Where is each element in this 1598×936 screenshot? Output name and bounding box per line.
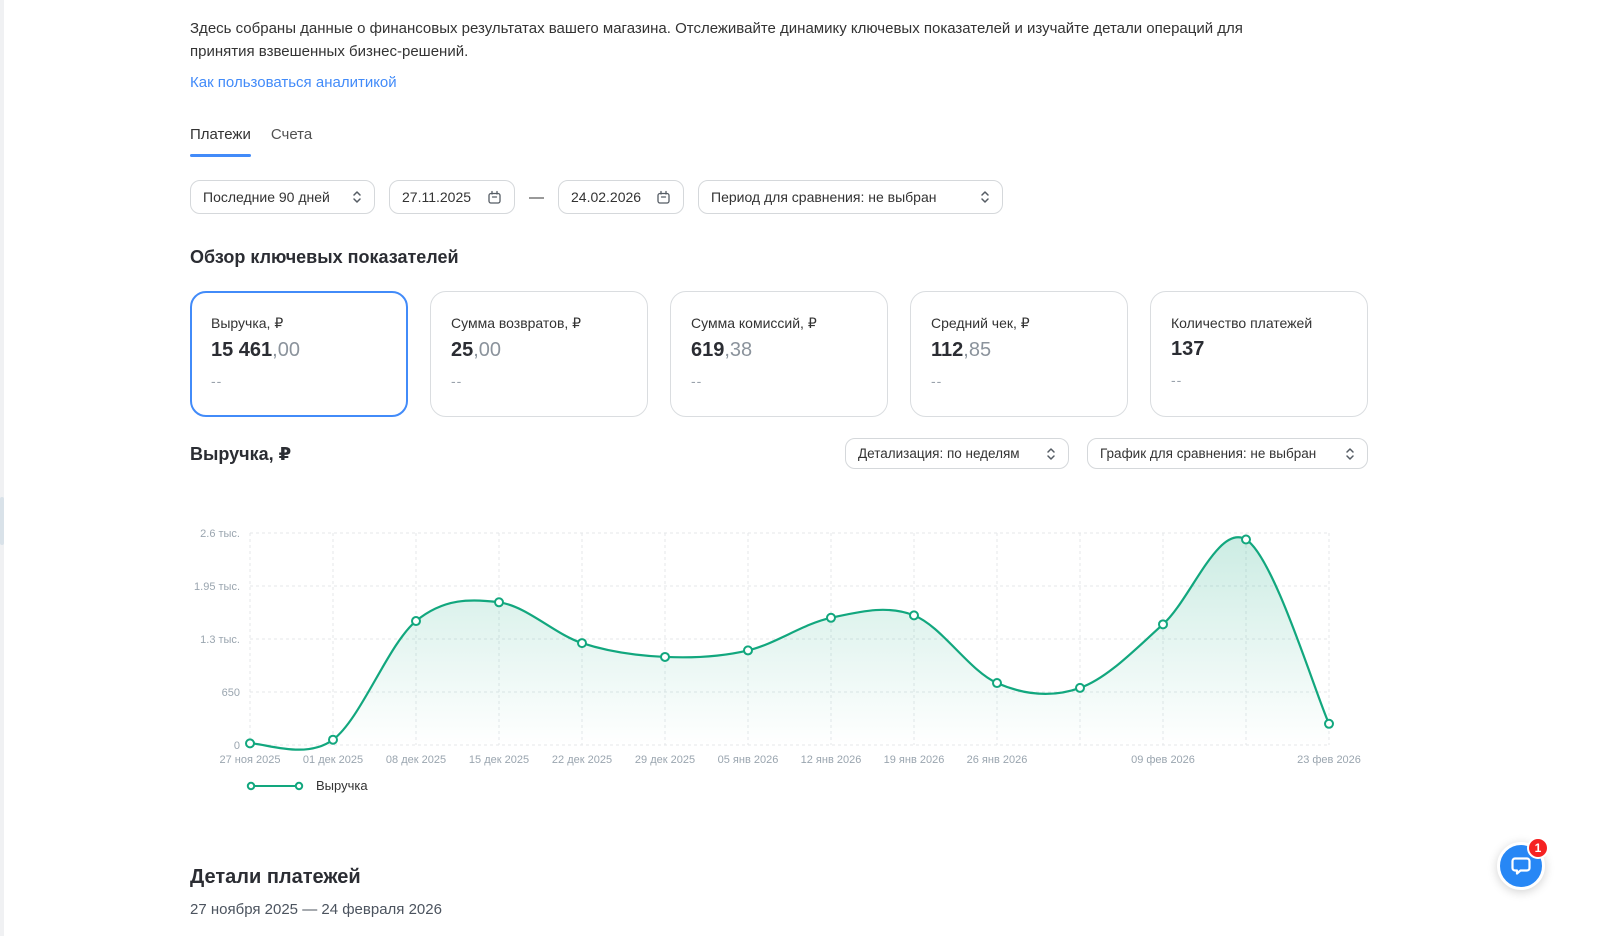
metric-card-payments-count[interactable]: Количество платежей 137 -- — [1150, 291, 1368, 417]
metric-value-int: 25 — [451, 339, 474, 361]
date-from-value: 27.11.2025 — [402, 189, 472, 205]
svg-text:0: 0 — [234, 740, 240, 752]
metric-value-frac: ,85 — [963, 339, 992, 361]
comparison-period-value: Период для сравнения: не выбран — [711, 189, 937, 205]
metric-card-sub: -- — [931, 373, 943, 389]
metric-card-value: 15 461,00 — [211, 339, 387, 362]
svg-text:650: 650 — [222, 687, 240, 699]
overview-section-title: Обзор ключевых показателей — [190, 247, 459, 267]
svg-text:23 фев 2026: 23 фев 2026 — [1297, 754, 1361, 766]
tab-invoices[interactable]: Счета — [271, 126, 312, 157]
left-edge-strip — [0, 0, 4, 936]
chevron-updown-icon — [353, 191, 361, 203]
metric-value-int: 619 — [691, 339, 725, 361]
period-select[interactable]: Последние 90 дней — [190, 180, 375, 214]
metric-value-frac: ,00 — [272, 339, 300, 361]
metric-card-value: 619,38 — [691, 339, 867, 362]
metric-card-commission[interactable]: Сумма комиссий, ₽ 619,38 -- — [670, 291, 888, 417]
metric-card-sub: -- — [211, 373, 223, 389]
payment-details-range: 27 ноября 2025 — 24 февраля 2026 — [190, 901, 442, 918]
metric-card-sub: -- — [451, 373, 463, 389]
revenue-chart[interactable]: 0 650 1.3 тыс. 1.95 тыс. 2.6 тыс. 27 ноя 2025… — [190, 515, 1380, 770]
compare-chart-select[interactable]: График для сравнения: не выбран — [1087, 438, 1368, 469]
chart-controls: Детализация: по неделям График для сравн… — [845, 438, 1368, 469]
tabs: Платежи Счета — [190, 126, 312, 157]
chevron-updown-icon — [1047, 447, 1055, 460]
svg-text:26 янв 2026: 26 янв 2026 — [967, 754, 1028, 766]
metric-card-sub: -- — [1171, 372, 1183, 388]
metric-card-average-check[interactable]: Средний чек, ₽ 112,85 -- — [910, 291, 1128, 417]
chart-section-title: Выручка, ₽ — [190, 444, 292, 464]
metric-card-value: 112,85 — [931, 339, 1107, 362]
metric-card-title: Выручка, ₽ — [211, 315, 284, 331]
compare-chart-select-value: График для сравнения: не выбран — [1100, 446, 1317, 461]
metric-cards: Выручка, ₽ 15 461,00 -- Сумма возвратов,… — [190, 291, 1368, 417]
calendar-icon — [488, 190, 501, 204]
metric-card-title: Сумма возвратов, ₽ — [451, 315, 582, 331]
svg-text:1.95 тыс.: 1.95 тыс. — [194, 581, 240, 593]
metric-value-frac: ,00 — [473, 339, 502, 361]
svg-text:09 фев 2026: 09 фев 2026 — [1131, 754, 1195, 766]
svg-text:29 дек 2025: 29 дек 2025 — [635, 754, 695, 766]
date-to-input[interactable]: 24.02.2026 — [558, 180, 684, 214]
date-from-input[interactable]: 27.11.2025 — [389, 180, 515, 214]
chat-bubble-icon — [1511, 857, 1531, 875]
scrollbar-thumb[interactable] — [0, 497, 4, 545]
svg-text:15 дек 2025: 15 дек 2025 — [469, 754, 529, 766]
detalization-select[interactable]: Детализация: по неделям — [845, 438, 1069, 469]
chat-unread-badge: 1 — [1527, 837, 1549, 859]
metric-card-title: Количество платежей — [1171, 315, 1313, 331]
active-tab-underline — [190, 154, 251, 157]
metric-value-frac: ,38 — [724, 339, 753, 361]
chart-legend[interactable]: Выручка — [246, 778, 368, 793]
metric-value-int: 15 461 — [211, 339, 273, 361]
metric-value-int: 112 — [931, 339, 964, 361]
svg-text:27 ноя 2025: 27 ноя 2025 — [220, 754, 281, 766]
svg-text:12 янв 2026: 12 янв 2026 — [801, 754, 862, 766]
tab-invoices-label: Счета — [270, 126, 313, 143]
period-select-value: Последние 90 дней — [203, 189, 330, 205]
svg-text:08 дек 2025: 08 дек 2025 — [386, 754, 446, 766]
legend-label: Выручка — [316, 778, 368, 793]
svg-text:2.6 тыс.: 2.6 тыс. — [200, 528, 240, 540]
metric-card-refunds[interactable]: Сумма возвратов, ₽ 25,00 -- — [430, 291, 648, 417]
tab-payments[interactable]: Платежи — [190, 126, 251, 157]
svg-text:1.3 тыс.: 1.3 тыс. — [200, 634, 240, 646]
chevron-updown-icon — [1346, 447, 1354, 460]
metric-card-value: 25,00 — [451, 339, 627, 362]
howto-analytics-link[interactable]: Как пользоваться аналитикой — [190, 74, 397, 91]
metric-card-title: Средний чек, ₽ — [931, 315, 1030, 331]
intro-text: Здесь собраны данные о финансовых резуль… — [190, 20, 1243, 60]
date-range-separator: — — [529, 188, 544, 206]
metric-value-int: 137 — [1171, 338, 1205, 360]
legend-line-icon — [246, 781, 304, 790]
chevron-updown-icon — [981, 191, 989, 203]
svg-text:01 дек 2025: 01 дек 2025 — [303, 754, 363, 766]
svg-text:05 янв 2026: 05 янв 2026 — [718, 754, 779, 766]
calendar-icon — [657, 190, 670, 204]
date-to-value: 24.02.2026 — [571, 189, 642, 205]
metric-card-revenue[interactable]: Выручка, ₽ 15 461,00 -- — [190, 291, 408, 417]
tab-payments-label: Платежи — [190, 126, 251, 143]
comparison-period-select[interactable]: Период для сравнения: не выбран — [698, 180, 1003, 214]
metric-card-value: 137 — [1171, 338, 1347, 361]
payment-details-title: Детали платежей — [190, 866, 361, 888]
svg-text:19 янв 2026: 19 янв 2026 — [884, 754, 945, 766]
svg-text:22 дек 2025: 22 дек 2025 — [552, 754, 612, 766]
detalization-select-value: Детализация: по неделям — [858, 446, 1020, 461]
metric-card-sub: -- — [691, 373, 703, 389]
filters-bar: Последние 90 дней 27.11.2025 — 24.02.202… — [190, 180, 1003, 214]
metric-card-title: Сумма комиссий, ₽ — [691, 315, 817, 331]
